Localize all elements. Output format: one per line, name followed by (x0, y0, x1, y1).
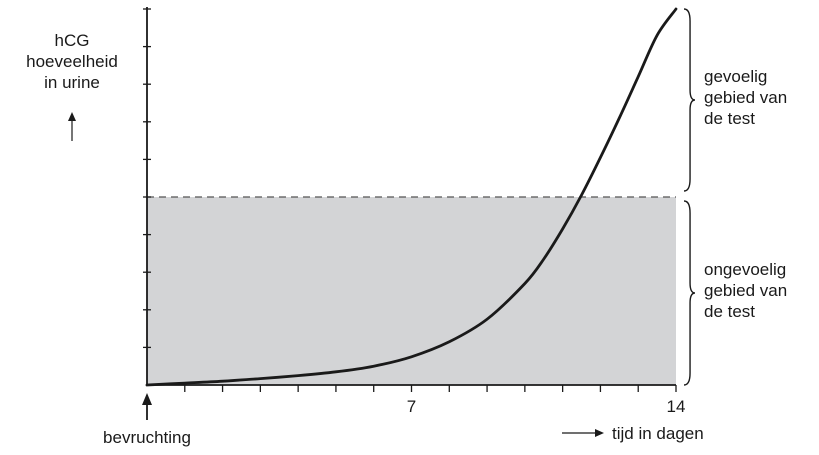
x-tick-label: 14 (667, 397, 686, 416)
origin-arrowhead (142, 393, 152, 405)
insensitive-region-label: de test (704, 302, 755, 321)
insensitive-region-label: gebied van (704, 281, 787, 300)
sensitive-region-brace (683, 8, 696, 192)
shade-layer (147, 196, 676, 385)
x-tick-label: 7 (407, 397, 416, 416)
insensitive-region-brace (683, 200, 696, 386)
insensitive-region-shade (147, 197, 676, 385)
sensitive-region-label: gebied van (704, 88, 787, 107)
y-axis-arrowhead (68, 112, 76, 121)
insensitive-region-label: ongevoelig (704, 260, 786, 279)
y-axis-label: in urine (44, 73, 100, 92)
sensitive-region-label: gevoelig (704, 67, 767, 86)
hcg-curve (145, 7, 678, 387)
curve-layer (145, 7, 678, 387)
braces-layer (683, 8, 696, 386)
text-layer: gevoelig gebied van de test ongevoelig gebie… (26, 31, 787, 447)
sensitive-region-label: de test (704, 109, 755, 128)
origin-label: bevruchting (103, 428, 191, 447)
y-axis-label: hCG (55, 31, 90, 50)
ticks-layer (143, 8, 677, 392)
y-axis-label: hoeveelheid (26, 52, 118, 71)
x-axis-arrowhead (595, 429, 604, 437)
x-axis-label: tijd in dagen (612, 424, 704, 443)
